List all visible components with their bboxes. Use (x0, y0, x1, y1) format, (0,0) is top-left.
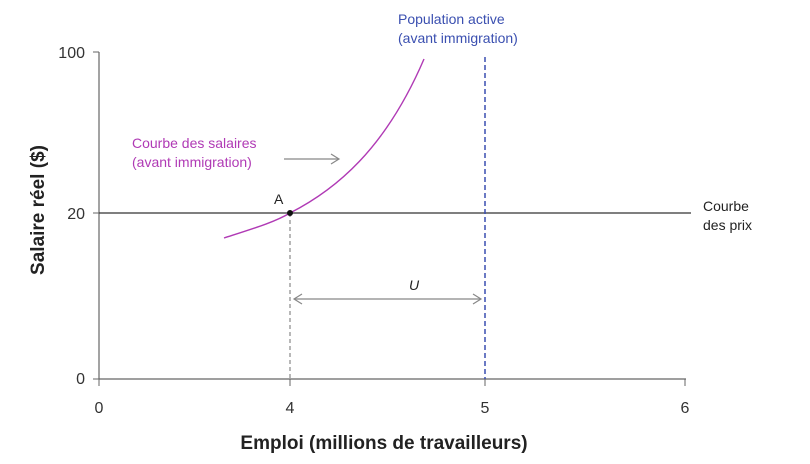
u-arrow-head-right (472, 293, 483, 305)
x-tick-label-5: 5 (481, 400, 490, 417)
x-tick-label-0: 0 (95, 400, 104, 417)
wage-curve-label-line2: (avant immigration) (132, 154, 252, 170)
x-axis-title: Emploi (millions de travailleurs) (240, 433, 527, 454)
u-label: U (409, 277, 420, 293)
x-tick-label-4: 4 (286, 400, 295, 417)
y-axis-title: Salaire réel ($) (28, 145, 49, 275)
point-a-marker (287, 210, 293, 216)
y-tick-label-100: 100 (58, 45, 85, 62)
point-a-label: A (274, 191, 284, 207)
wage-arrow-head (330, 153, 341, 165)
u-arrow-head-left (292, 293, 303, 305)
price-curve-label-line2: des prix (703, 217, 752, 233)
y-tick-label-0: 0 (76, 371, 85, 388)
y-tick-label-20: 20 (67, 206, 85, 223)
price-curve-label-line1: Courbe (703, 198, 749, 214)
labour-force-label-line2: (avant immigration) (398, 30, 518, 46)
wage-curve (223, 58, 425, 239)
labour-force-label-line1: Population active (398, 11, 505, 27)
x-tick-label-6: 6 (681, 400, 690, 417)
wage-curve-label-line1: Courbe des salaires (132, 135, 257, 151)
